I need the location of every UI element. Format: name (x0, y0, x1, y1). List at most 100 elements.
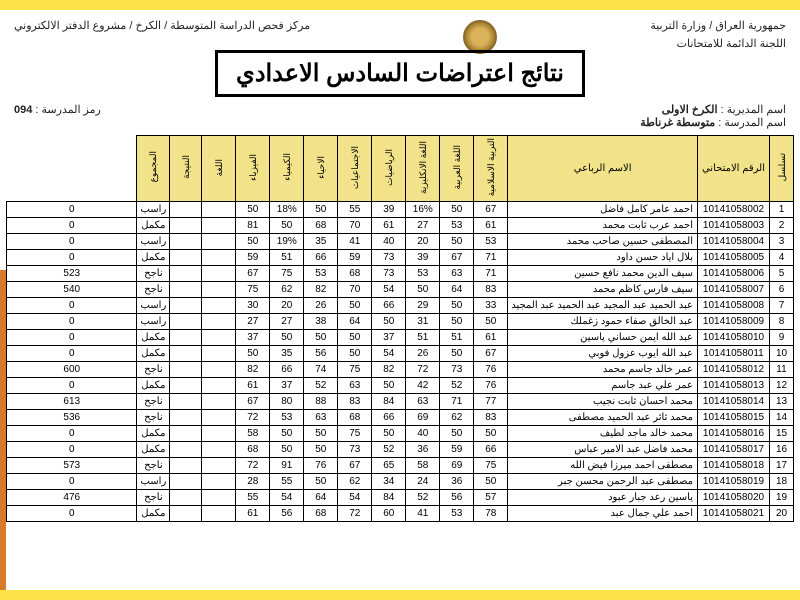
cell (202, 234, 236, 250)
cell: 67 (474, 346, 508, 362)
cell: 35 (304, 234, 338, 250)
cell: 66 (474, 442, 508, 458)
cell: ناجح (137, 362, 170, 378)
ministry-line: جمهورية العراق / وزارة التربية (650, 18, 786, 36)
cell: 11 (770, 362, 794, 378)
cell: مصطفى عبد الرحمن محسن جبر (508, 474, 698, 490)
cell: محمد خالد ماجد لطيف (508, 426, 698, 442)
cell: 67 (440, 250, 474, 266)
cell: 53 (440, 506, 474, 522)
cell (202, 378, 236, 394)
subhead-right: اسم المديرية : الكرخ الاولى اسم المدرسة … (640, 103, 786, 129)
col-total: المجموع (137, 136, 170, 202)
cell: 540 (7, 282, 137, 298)
cell: 15 (770, 426, 794, 442)
dir-value: الكرخ الاولى (662, 104, 718, 116)
cell: 536 (7, 410, 137, 426)
cell (170, 378, 202, 394)
cell: 34 (372, 474, 406, 490)
cell: 91 (270, 458, 304, 474)
cell: 36 (406, 442, 440, 458)
cell: 72 (338, 506, 372, 522)
table-header-row: تسلسل الرقم الامتحاني الاسم الرباعي التر… (7, 136, 794, 202)
cell: 63 (304, 410, 338, 426)
cell: 52 (372, 442, 406, 458)
cell (202, 202, 236, 218)
table-row: 810141058009عبد الخالق صفاء حمود زغملك50… (7, 314, 794, 330)
cell: 50 (338, 298, 372, 314)
cell: 41 (406, 506, 440, 522)
cell: 35 (270, 346, 304, 362)
cell (202, 474, 236, 490)
cell: عمر خالد جاسم محمد (508, 362, 698, 378)
cell: 64 (338, 314, 372, 330)
cell: 65 (372, 458, 406, 474)
cell (170, 250, 202, 266)
cell: سيف الدين محمد نافع حسين (508, 266, 698, 282)
cell: 10141058021 (698, 506, 770, 522)
cell: 0 (7, 426, 137, 442)
cell (170, 298, 202, 314)
cell: 58 (236, 426, 270, 442)
cell: 10141058009 (698, 314, 770, 330)
cell (170, 394, 202, 410)
cell: ناجح (137, 490, 170, 506)
cell (170, 266, 202, 282)
cell: عبد الخالق صفاء حمود زغملك (508, 314, 698, 330)
cell: 71 (440, 394, 474, 410)
table-row: 310141058004المصطفى حسين صاحب محمد535020… (7, 234, 794, 250)
cell: 50 (270, 426, 304, 442)
cell: 50 (304, 330, 338, 346)
cell: المصطفى حسين صاحب محمد (508, 234, 698, 250)
cell: 76 (304, 458, 338, 474)
cell: 62 (270, 282, 304, 298)
cell (170, 474, 202, 490)
cell: 50 (440, 346, 474, 362)
cell: ناجح (137, 266, 170, 282)
cell: بلال اياد حسن داود (508, 250, 698, 266)
cell: 66 (304, 250, 338, 266)
cell: 50 (372, 314, 406, 330)
cell: 83 (474, 282, 508, 298)
cell: 0 (7, 506, 137, 522)
cell: 68 (304, 218, 338, 234)
cell: 18% (270, 202, 304, 218)
cell (202, 410, 236, 426)
col-name: الاسم الرباعي (508, 136, 698, 202)
cell: احمد عرب ثابت محمد (508, 218, 698, 234)
cell: 7 (770, 298, 794, 314)
cell: سيف فارس كاظم محمد (508, 282, 698, 298)
cell: 4 (770, 250, 794, 266)
table-row: 610141058007سيف فارس كاظم محمد8364505470… (7, 282, 794, 298)
cell: 54 (270, 490, 304, 506)
table-row: 110141058002احمد عامر كامل فاضل675016%39… (7, 202, 794, 218)
cell: 53 (270, 410, 304, 426)
cell: 66 (372, 298, 406, 314)
header-right: جمهورية العراق / وزارة التربية اللجنة ال… (650, 18, 786, 53)
cell: 0 (7, 298, 137, 314)
cell: 19 (770, 490, 794, 506)
cell: راسب (137, 314, 170, 330)
table-row: 1110141058012عمر خالد جاسم محمد767372827… (7, 362, 794, 378)
cell: 52 (440, 378, 474, 394)
cell: 50 (304, 202, 338, 218)
cell: 40 (406, 426, 440, 442)
cell (170, 426, 202, 442)
table-body: 110141058002احمد عامر كامل فاضل675016%39… (7, 202, 794, 522)
cell: 84 (372, 490, 406, 506)
cell: 61 (372, 218, 406, 234)
cell: 27 (236, 314, 270, 330)
cell: 50 (440, 202, 474, 218)
cell: 78 (474, 506, 508, 522)
cell: 52 (304, 378, 338, 394)
cell (202, 458, 236, 474)
cell: 10141058004 (698, 234, 770, 250)
cell: 20 (270, 298, 304, 314)
cell: 39 (406, 250, 440, 266)
table-row: 410141058005بلال اياد حسن داود7167397359… (7, 250, 794, 266)
cell (170, 218, 202, 234)
cell: 88 (304, 394, 338, 410)
cell (202, 506, 236, 522)
cell: 55 (270, 474, 304, 490)
cell (170, 490, 202, 506)
